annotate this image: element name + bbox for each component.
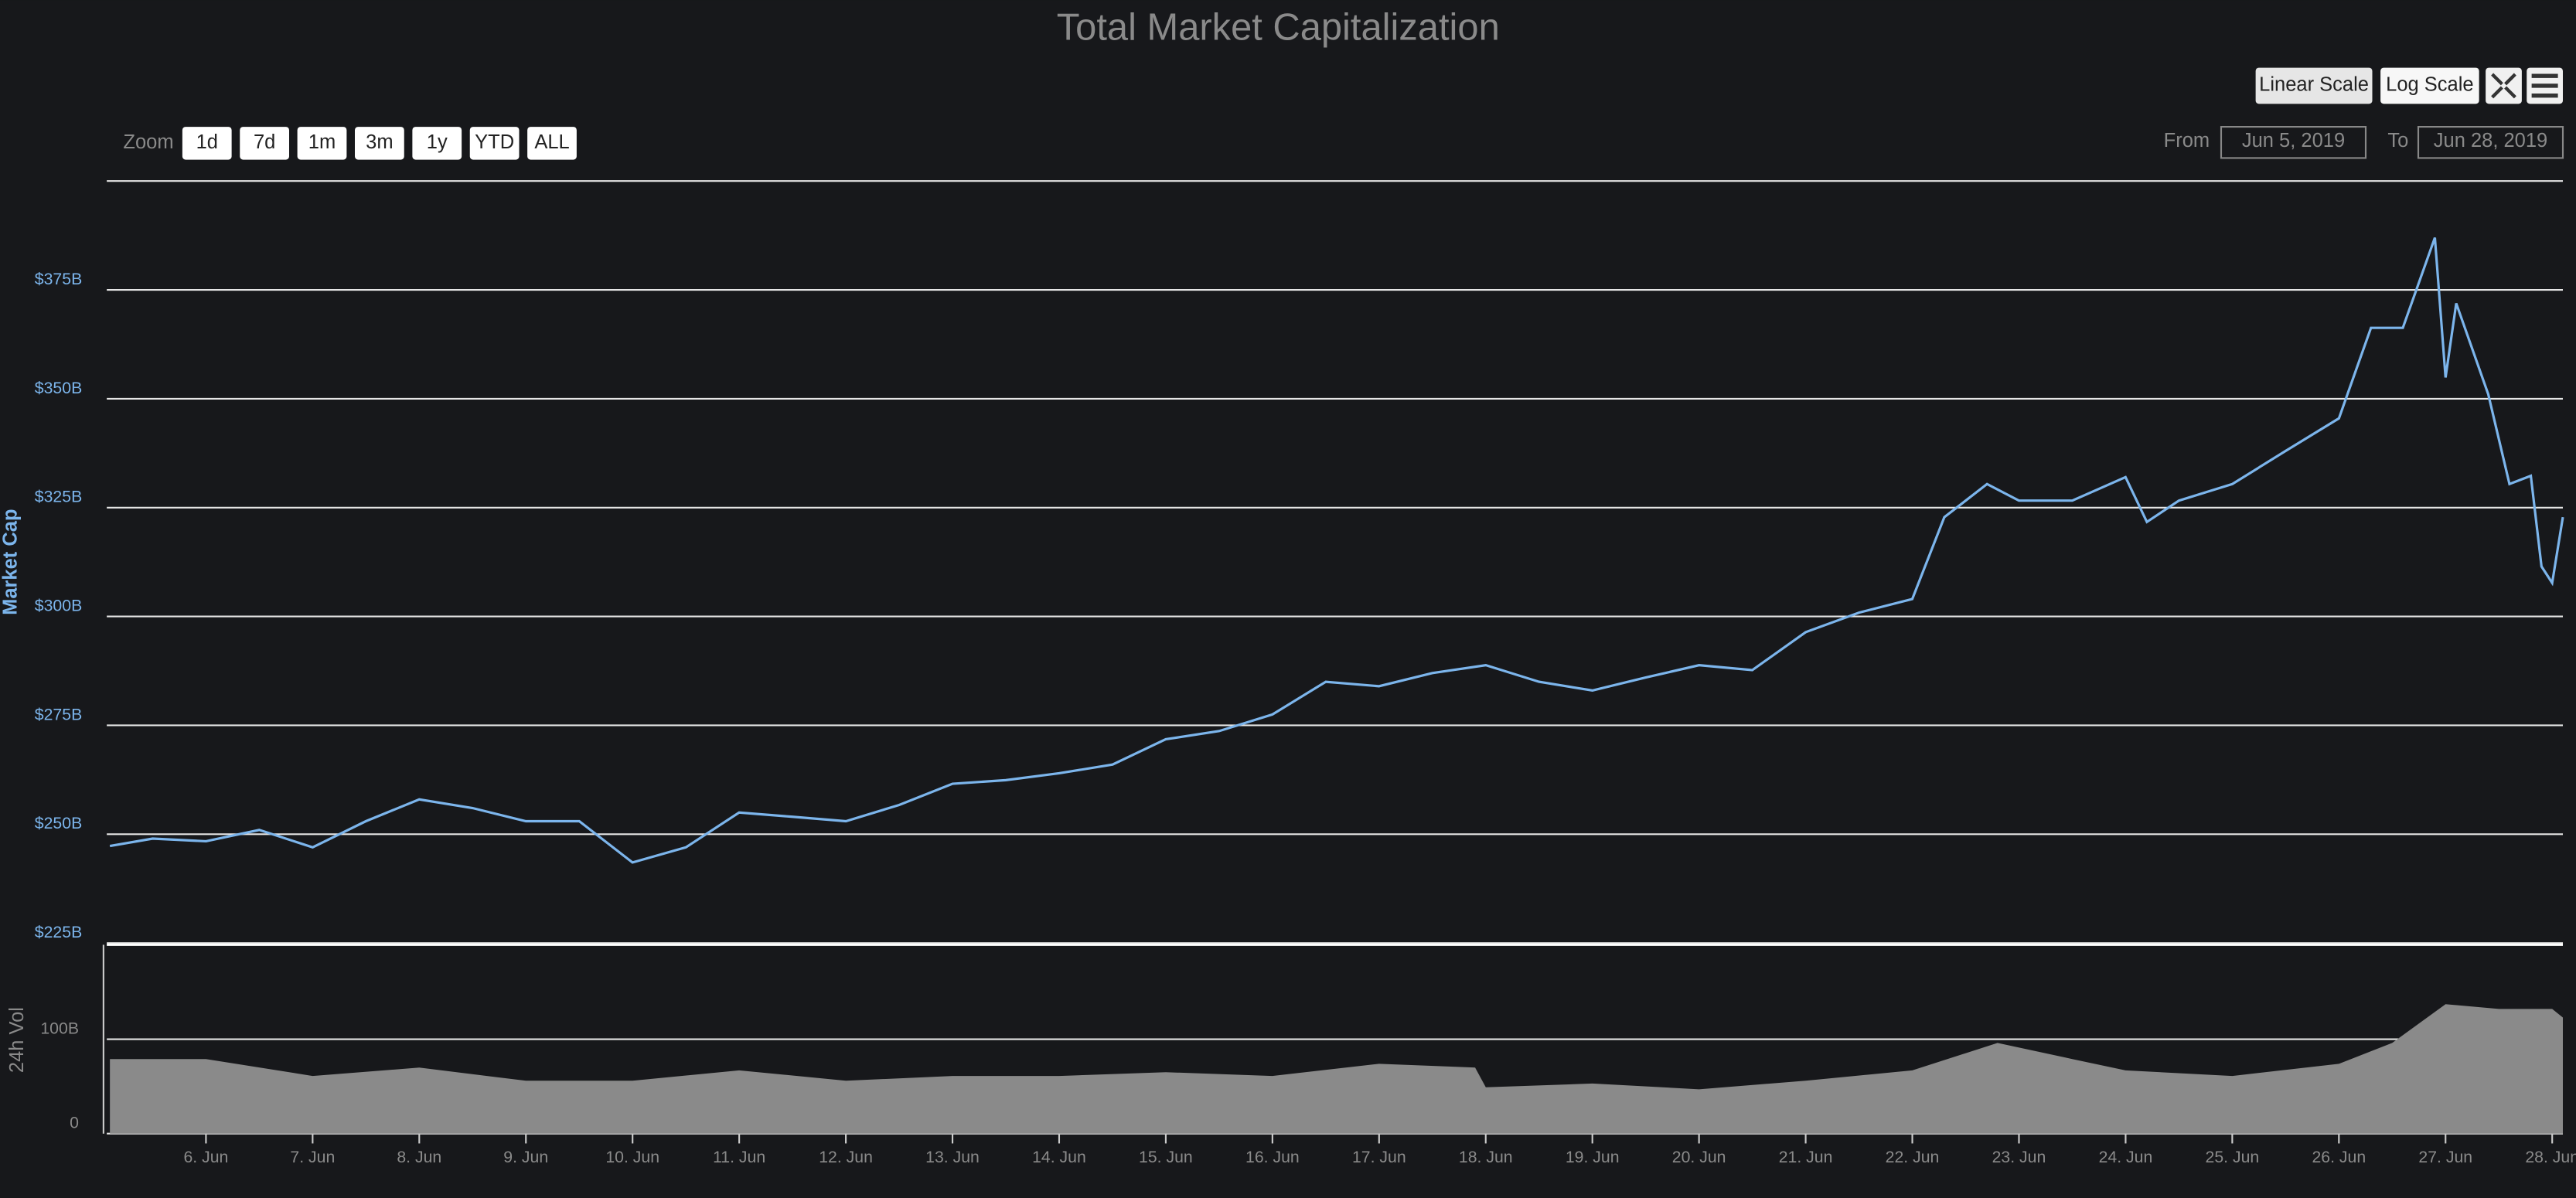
y-tick-label: $350B (35, 379, 82, 397)
zoom-button[interactable] (527, 127, 577, 160)
x-tick-label: 20. Jun (1672, 1148, 1726, 1166)
y-tick-label: $250B (35, 814, 82, 832)
zoom-button[interactable] (469, 127, 520, 160)
y-tick-label: 0 (70, 1114, 79, 1132)
scale-button[interactable] (2255, 67, 2373, 104)
x-tick-label: 9. Jun (503, 1148, 548, 1166)
y-tick-label: $325B (35, 488, 82, 506)
zoom-button-label: 3m (366, 131, 393, 153)
zoom-button-label: ALL (534, 131, 569, 153)
x-tick-label: 18. Jun (1459, 1148, 1513, 1166)
menu-icon (2531, 73, 2558, 98)
x-tick-label: 26. Jun (2312, 1148, 2366, 1166)
x-tick-label: 24. Jun (2099, 1148, 2153, 1166)
x-tick-label: 11. Jun (713, 1148, 765, 1166)
chart-title: Total Market Capitalization (1057, 7, 1500, 49)
y-tick-label: $375B (35, 270, 82, 288)
zoom-button[interactable] (240, 127, 289, 160)
x-tick-label: 13. Jun (925, 1148, 980, 1166)
x-tick-label: 19. Jun (1566, 1148, 1620, 1166)
zoom-button[interactable] (412, 127, 462, 160)
fullscreen-icon (2491, 73, 2516, 99)
zoom-button-label: YTD (475, 131, 514, 153)
x-tick-label: 27. Jun (2418, 1148, 2472, 1166)
scale-button-label: Log Scale (2386, 74, 2473, 96)
x-tick-label: 8. Jun (397, 1148, 441, 1166)
to-input[interactable] (2417, 125, 2564, 159)
y-tick-label: $275B (35, 705, 82, 723)
x-tick-label: 23. Jun (1992, 1148, 2046, 1166)
x-tick-label: 15. Jun (1139, 1148, 1193, 1166)
zoom-button[interactable] (182, 127, 232, 160)
x-tick-label: 6. Jun (183, 1148, 228, 1166)
from-input[interactable] (2220, 125, 2367, 159)
volume-area (110, 1004, 2563, 1134)
y-tick-label: 100B (40, 1019, 79, 1037)
scale-button-label: Linear Scale (2259, 74, 2369, 96)
button-bg (2486, 67, 2522, 104)
zoom-button-label: 1m (308, 131, 336, 153)
y-tick-label: $225B (35, 923, 82, 941)
to-value: Jun 28, 2019 (2434, 130, 2547, 151)
x-tick-label: 14. Jun (1032, 1148, 1086, 1166)
x-tick-label: 25. Jun (2206, 1148, 2260, 1166)
x-tick-label: 16. Jun (1245, 1148, 1300, 1166)
zoom-button-label: 1y (427, 131, 448, 153)
y-axis-label: Market Cap (0, 509, 22, 614)
x-tick-label: 10. Jun (605, 1148, 659, 1166)
x-tick-label: 22. Jun (1886, 1148, 1940, 1166)
from-value: Jun 5, 2019 (2242, 130, 2345, 151)
zoom-button-label: 7d (254, 131, 275, 153)
from-label: From (2164, 130, 2210, 151)
menu-button[interactable] (2527, 67, 2563, 104)
zoom-button[interactable] (297, 127, 347, 160)
price-line (109, 237, 2564, 864)
zoom-button[interactable] (355, 127, 404, 160)
y-tick-label: $300B (35, 596, 82, 614)
zoom-label: Zoom (123, 131, 173, 153)
x-tick-label: 17. Jun (1352, 1148, 1406, 1166)
x-tick-label: 21. Jun (1779, 1148, 1833, 1166)
x-tick-label: 12. Jun (819, 1148, 873, 1166)
to-label: To (2387, 130, 2408, 151)
scale-button[interactable] (2380, 67, 2479, 104)
fullscreen-button[interactable] (2486, 67, 2522, 104)
x-tick-label: 7. Jun (290, 1148, 335, 1166)
x-tick-label: 28. Jun (2525, 1148, 2576, 1166)
zoom-button-label: 1d (196, 131, 218, 153)
y-axis-label: 24h Vol (6, 1007, 28, 1073)
